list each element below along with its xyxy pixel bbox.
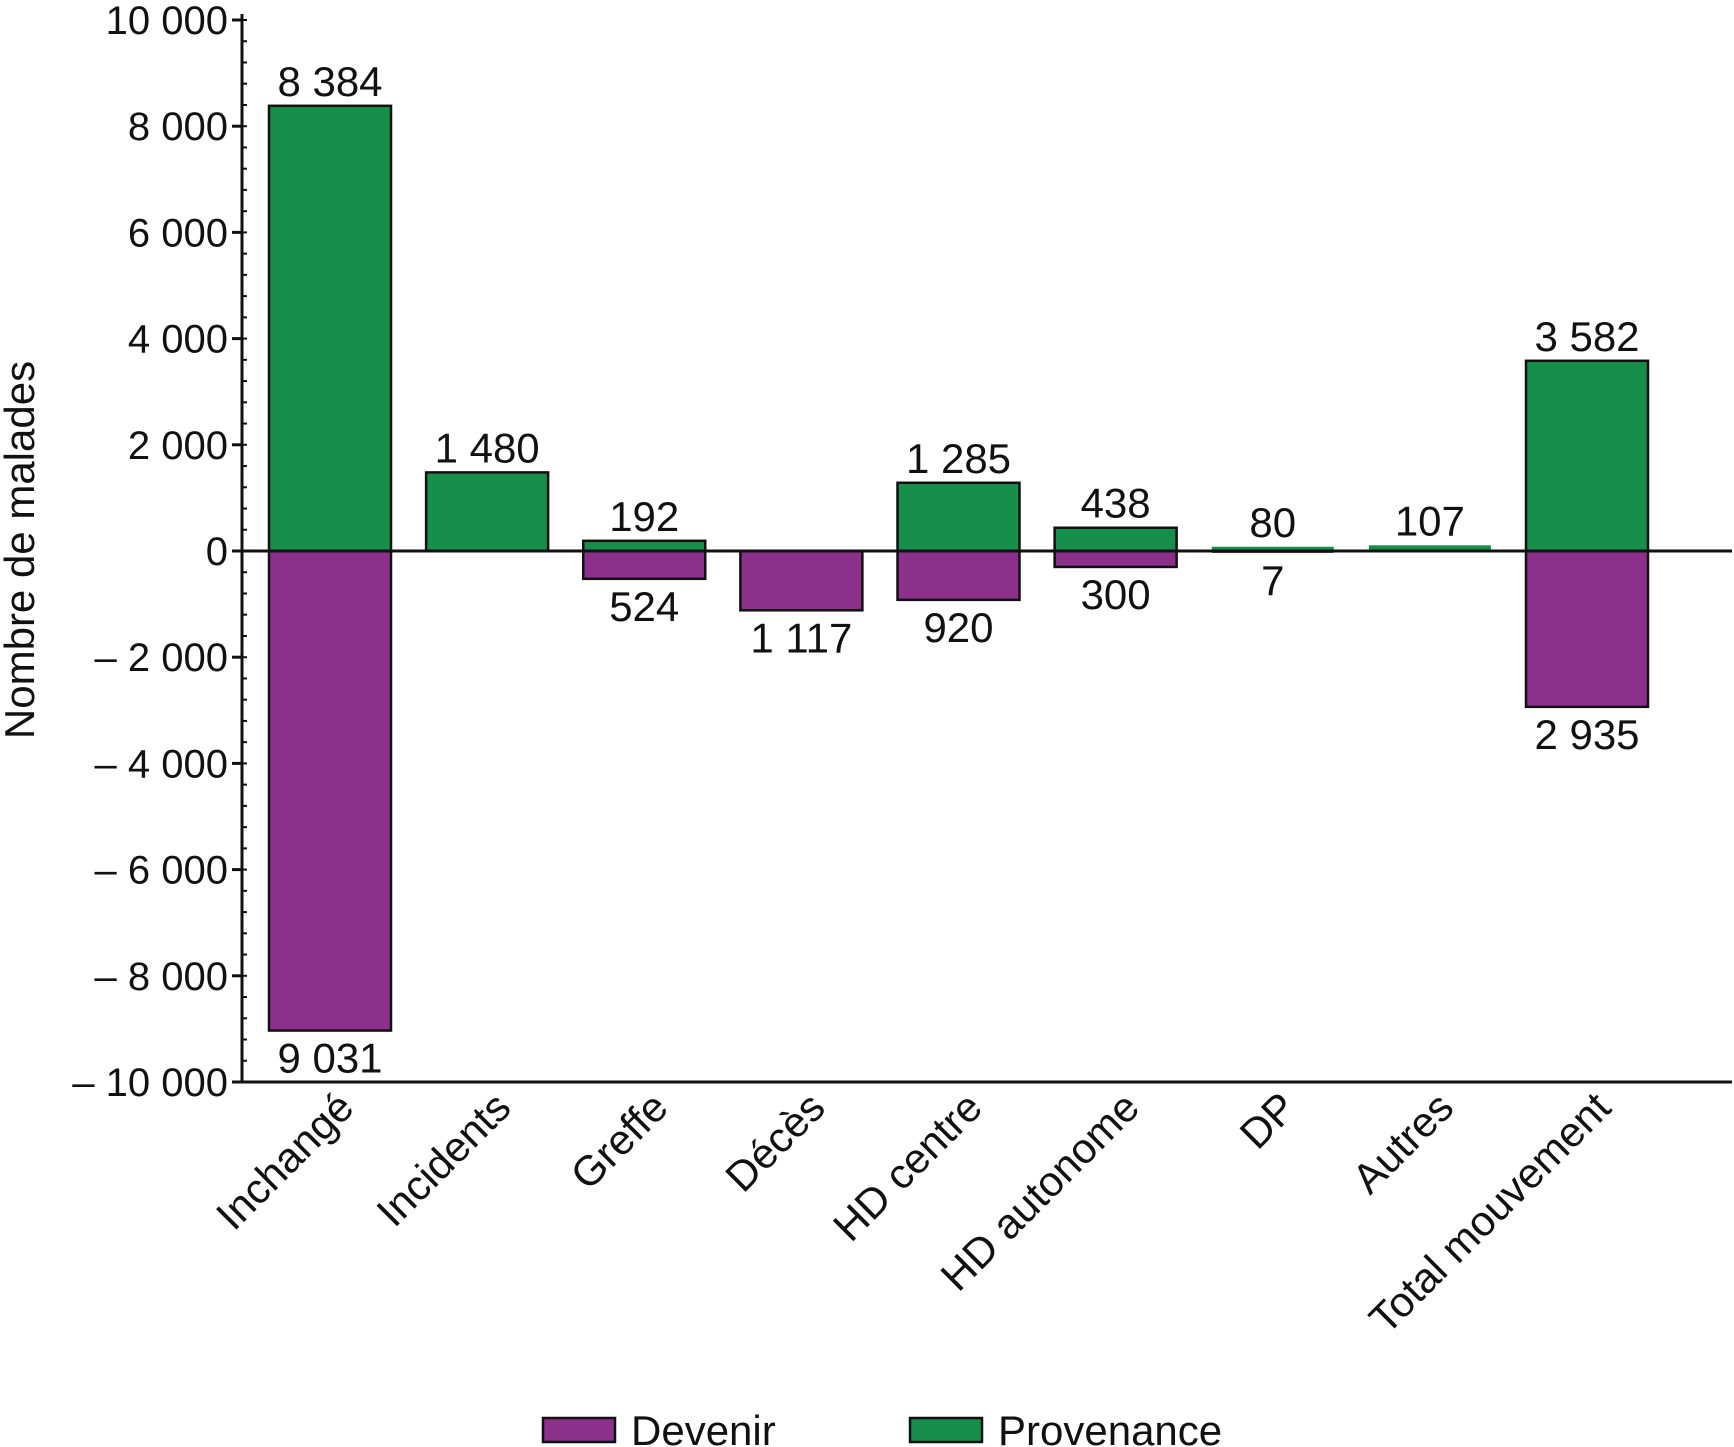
bars bbox=[242, 104, 1732, 1032]
bar-devenir bbox=[1053, 549, 1178, 569]
y-tick-label: 8 000 bbox=[128, 105, 228, 149]
y-axis-label: Nombre de malades bbox=[0, 361, 43, 739]
y-tick-label: 2 000 bbox=[128, 424, 228, 468]
data-labels: 8 384 9 031 1 480 192 524 1 117 1 285 920 438 300… bbox=[277, 58, 1639, 1082]
data-label-provenance: 1 480 bbox=[435, 424, 540, 471]
data-label-devenir: 7 bbox=[1261, 557, 1284, 604]
y-tick-label: 0 bbox=[206, 530, 228, 574]
data-label-provenance: 8 384 bbox=[277, 58, 382, 105]
y-tick-label: 6 000 bbox=[128, 211, 228, 255]
bar-devenir bbox=[1524, 549, 1650, 709]
data-label-provenance: 438 bbox=[1081, 480, 1151, 527]
bar-devenir bbox=[582, 549, 707, 581]
data-label-provenance: 107 bbox=[1395, 497, 1465, 544]
y-axis: 10 000 8 000 6 000 4 000 2 000 0 – 2 000 – 4 00… bbox=[72, 0, 1732, 1105]
y-tick-label: – 10 000 bbox=[72, 1061, 228, 1105]
y-tick-label: 4 000 bbox=[128, 318, 228, 362]
legend: Devenir Provenance bbox=[541, 1407, 1222, 1447]
legend-label: Provenance bbox=[998, 1407, 1222, 1447]
bar-devenir bbox=[267, 549, 393, 1032]
bar-provenance bbox=[424, 471, 550, 553]
data-label-devenir: 920 bbox=[923, 604, 993, 651]
legend-label: Devenir bbox=[631, 1407, 776, 1447]
x-category-label: Incidents bbox=[367, 1083, 519, 1235]
data-label-devenir: 300 bbox=[1081, 571, 1151, 618]
data-label-devenir: 9 031 bbox=[277, 1035, 382, 1082]
data-label-provenance: 3 582 bbox=[1534, 313, 1639, 360]
bar-provenance bbox=[267, 104, 393, 553]
x-category-label: Autres bbox=[1343, 1083, 1462, 1202]
data-label-devenir: 1 117 bbox=[750, 614, 852, 661]
bar-provenance bbox=[896, 481, 1021, 553]
y-tick-label: – 6 000 bbox=[95, 849, 228, 893]
bar-provenance bbox=[582, 539, 707, 553]
bar-devenir bbox=[739, 549, 864, 612]
bar-provenance bbox=[1053, 526, 1178, 553]
x-category-label: Inchangé bbox=[207, 1083, 362, 1238]
y-tick-label: – 8 000 bbox=[95, 955, 228, 999]
x-category-label: Décès bbox=[716, 1083, 833, 1200]
bar-provenance bbox=[1524, 359, 1650, 553]
bar-provenance bbox=[1368, 545, 1491, 551]
y-tick-label: – 2 000 bbox=[95, 636, 228, 680]
data-label-devenir: 524 bbox=[609, 583, 679, 630]
y-tick-label: 10 000 bbox=[106, 0, 228, 43]
bar-provenance bbox=[1211, 546, 1334, 551]
data-label-provenance: 192 bbox=[609, 493, 679, 540]
x-category-label: DP bbox=[1231, 1083, 1306, 1158]
bar-devenir bbox=[896, 549, 1021, 602]
x-category-label: Greffe bbox=[561, 1083, 676, 1198]
legend-swatch bbox=[541, 1416, 617, 1444]
x-category-label: HD centre bbox=[824, 1083, 991, 1250]
legend-swatch bbox=[908, 1416, 984, 1444]
data-label-devenir: 2 935 bbox=[1534, 711, 1639, 758]
data-label-provenance: 1 285 bbox=[906, 435, 1011, 482]
data-label-provenance: 80 bbox=[1249, 499, 1296, 546]
y-tick-label: – 4 000 bbox=[95, 742, 228, 786]
